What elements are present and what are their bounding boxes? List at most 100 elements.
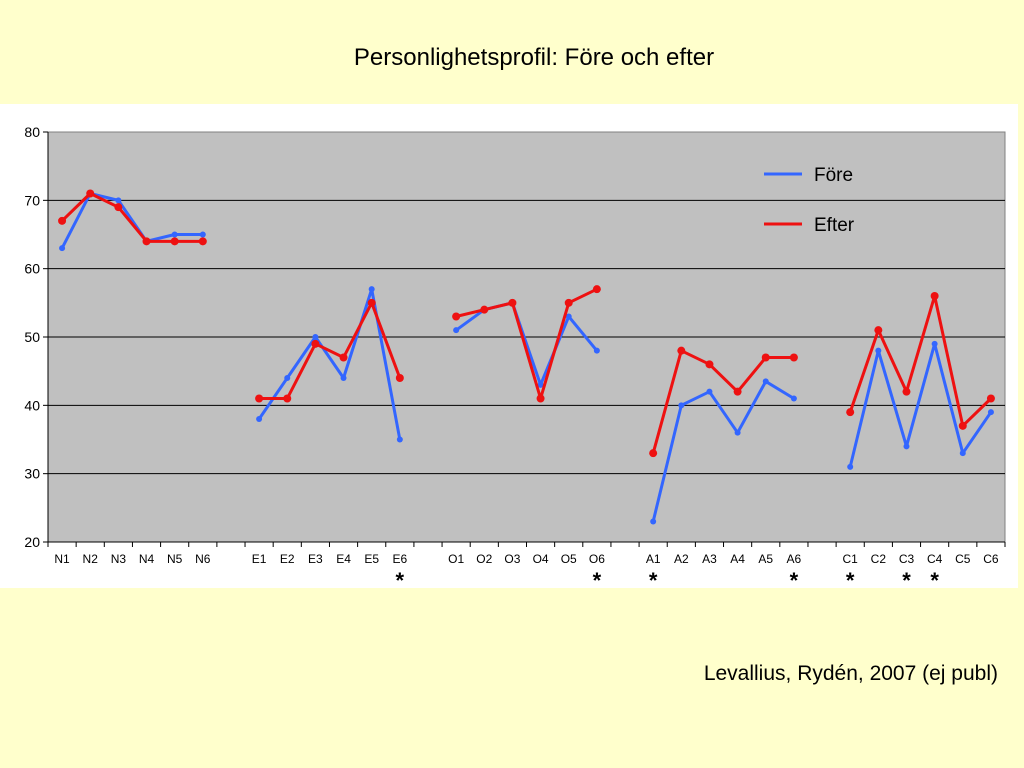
x-tick-label: O5 — [561, 552, 577, 566]
series-line-efter — [848, 294, 992, 428]
legend-label-fore: Före — [814, 165, 853, 186]
data-point-fore — [678, 402, 685, 409]
legend-label-efter: Efter — [814, 215, 855, 236]
data-point-efter — [452, 312, 461, 321]
x-tick-label: C6 — [983, 552, 999, 566]
data-point-fore — [847, 463, 854, 470]
data-point-efter — [789, 353, 798, 362]
x-tick-label: A5 — [758, 552, 773, 566]
data-point-efter — [58, 216, 67, 225]
data-point-fore — [903, 443, 910, 450]
data-point-efter — [283, 394, 292, 403]
data-point-fore — [368, 286, 375, 293]
data-point-fore — [537, 381, 544, 388]
data-point-fore — [762, 378, 769, 385]
x-tick-label: O1 — [448, 552, 464, 566]
data-point-efter — [902, 387, 911, 396]
y-tick-label: 30 — [24, 466, 40, 482]
series-line-fore — [60, 192, 203, 249]
data-point-fore — [650, 518, 657, 525]
data-point-efter — [339, 353, 348, 362]
data-point-fore — [256, 416, 263, 422]
data-point-fore — [790, 395, 797, 402]
data-point-efter — [536, 394, 545, 403]
x-tick-label: E3 — [308, 552, 323, 566]
significance-marker: * — [593, 568, 602, 588]
data-point-fore — [593, 347, 600, 354]
slide-title: Personlighetsprofil: Före och efter — [353, 44, 715, 71]
data-point-efter — [874, 326, 883, 335]
significance-marker: * — [930, 568, 939, 588]
x-tick-label: C5 — [955, 552, 971, 566]
data-point-fore — [931, 340, 938, 347]
data-point-fore — [734, 429, 741, 436]
data-point-efter — [592, 285, 601, 294]
data-point-fore — [340, 375, 347, 381]
data-point-fore — [284, 375, 291, 381]
y-tick-label: 60 — [24, 261, 40, 277]
data-point-efter — [198, 237, 207, 246]
data-point-fore — [171, 231, 178, 238]
data-point-efter — [649, 449, 658, 458]
y-tick-label: 20 — [24, 534, 40, 550]
data-point-fore — [115, 197, 122, 204]
x-tick-label: C1 — [843, 552, 859, 566]
x-tick-label: C4 — [927, 552, 943, 566]
data-point-efter — [761, 353, 770, 362]
data-point-efter — [508, 298, 517, 307]
data-point-efter — [677, 346, 686, 355]
data-point-fore — [59, 245, 66, 252]
x-tick-label: N1 — [54, 552, 70, 566]
x-tick-label: E6 — [392, 552, 407, 566]
data-point-efter — [255, 394, 264, 403]
data-point-fore — [875, 347, 882, 354]
x-tick-label: O2 — [476, 552, 492, 566]
data-point-fore — [959, 450, 966, 457]
series-line-efter — [259, 301, 402, 400]
x-tick-label: A2 — [674, 552, 689, 566]
x-tick-label: C2 — [871, 552, 887, 566]
series-line-fore — [848, 342, 993, 468]
significance-marker: * — [396, 568, 405, 588]
data-point-efter — [311, 339, 320, 348]
y-tick-label: 40 — [24, 397, 40, 413]
data-point-efter — [733, 387, 742, 396]
data-point-efter — [114, 203, 123, 212]
x-tick-label: O4 — [533, 552, 549, 566]
series-line-fore — [651, 379, 795, 522]
x-tick-label: E2 — [280, 552, 295, 566]
y-tick-label: 70 — [24, 192, 40, 208]
x-tick-label: A1 — [646, 552, 661, 566]
series-line-efter — [61, 192, 203, 243]
significance-marker: * — [846, 568, 855, 588]
x-tick-label: O3 — [504, 552, 520, 566]
data-point-efter — [846, 408, 855, 417]
significance-marker: * — [902, 568, 911, 588]
data-point-fore — [706, 388, 713, 395]
x-tick-label: E5 — [364, 552, 379, 566]
data-point-fore — [453, 327, 460, 334]
data-point-efter — [930, 292, 939, 300]
series-line-efter — [455, 287, 598, 400]
significance-marker: * — [649, 568, 658, 588]
data-point-efter — [142, 237, 151, 246]
data-point-efter — [958, 421, 967, 430]
data-point-fore — [396, 436, 403, 443]
data-point-fore — [565, 313, 572, 320]
x-tick-label: A4 — [730, 552, 745, 566]
x-tick-label: N5 — [167, 552, 183, 566]
series-line-fore — [455, 301, 599, 387]
data-point-efter — [170, 237, 179, 246]
personality-profile-chart: 20 30 40 50 60 70 80 N1 N2 N3 N4 N5 N6 E1 E2 E3 E4 E5 E6 * O… — [24, 124, 1006, 588]
data-point-efter — [705, 360, 714, 369]
data-point-efter — [986, 394, 995, 403]
data-point-efter — [395, 374, 404, 382]
series-line-efter — [651, 349, 794, 454]
x-tick-label: N2 — [83, 552, 99, 566]
chart-panel: 20 30 40 50 60 70 80 N1 N2 N3 N4 N5 N6 E1 E2 E3 E4 E5 E6 * O… — [0, 104, 1018, 588]
data-point-fore — [987, 409, 994, 416]
x-tick-label: A6 — [787, 552, 802, 566]
data-point-efter — [564, 298, 573, 307]
x-tick-label: N6 — [195, 552, 211, 566]
source-credit: Levallius, Rydén, 2007 (ej publ) — [703, 662, 998, 685]
